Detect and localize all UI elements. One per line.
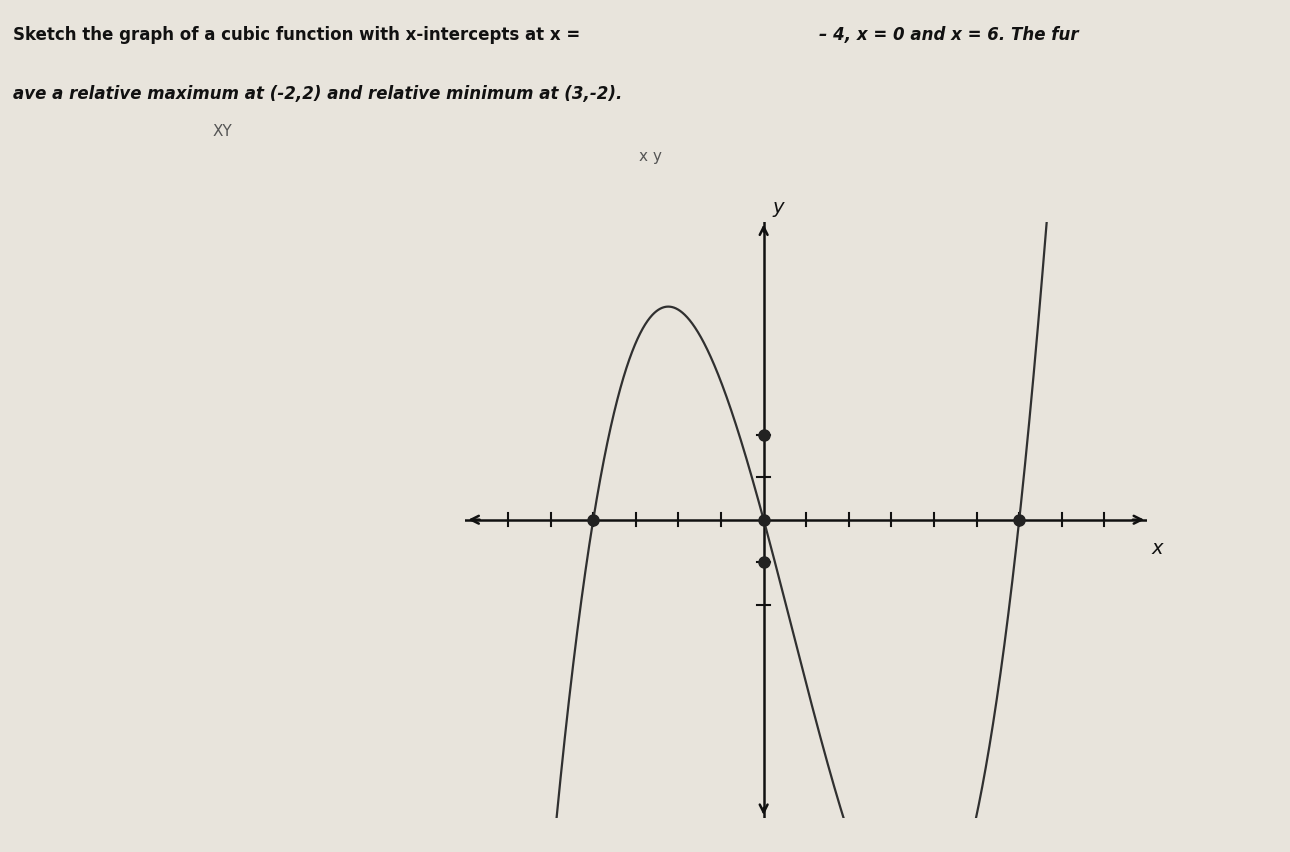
Text: x y: x y	[639, 149, 662, 164]
Text: ave a relative maximum at (-2,2) and relative minimum at (3,-2).: ave a relative maximum at (-2,2) and rel…	[13, 85, 622, 103]
Text: XY: XY	[213, 124, 232, 139]
Text: y: y	[773, 199, 783, 217]
Text: Sketch the graph of a cubic function with x-intercepts at x =: Sketch the graph of a cubic function wit…	[13, 26, 580, 43]
Text: x: x	[1151, 539, 1162, 558]
Text: – 4, x = 0 and x = 6. The fur: – 4, x = 0 and x = 6. The fur	[819, 26, 1078, 43]
